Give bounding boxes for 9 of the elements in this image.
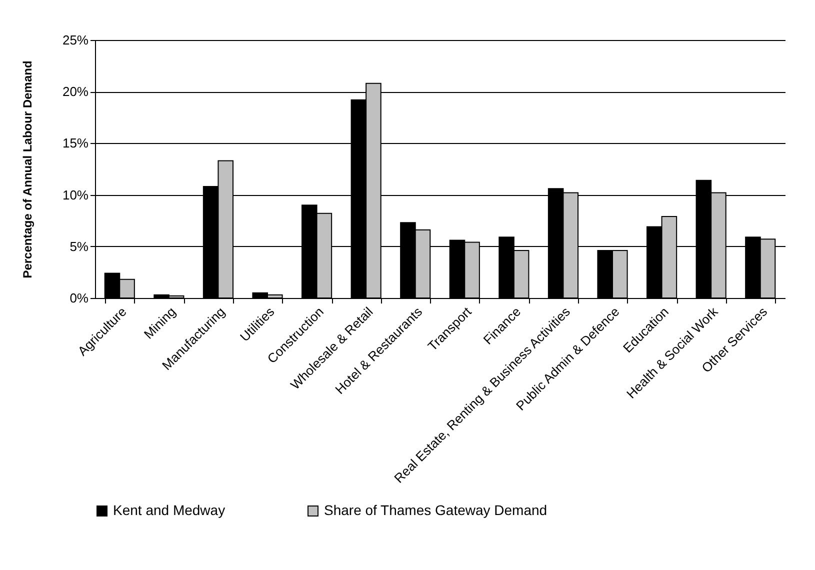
y-tick-label: 0%	[70, 290, 89, 306]
legend-label: Share of Thames Gateway Demand	[324, 502, 548, 518]
y-tick-label: 5%	[70, 238, 89, 254]
y-tick-label: 25%	[62, 32, 89, 48]
y-tick-label: 20%	[62, 84, 89, 100]
y-tick-label: 10%	[62, 187, 89, 202]
y-tick-label: 15%	[62, 136, 89, 151]
y-axis-title: Percentage of Annual Labour Demand	[20, 60, 34, 278]
legend-label: Kent and Medway	[113, 502, 226, 518]
